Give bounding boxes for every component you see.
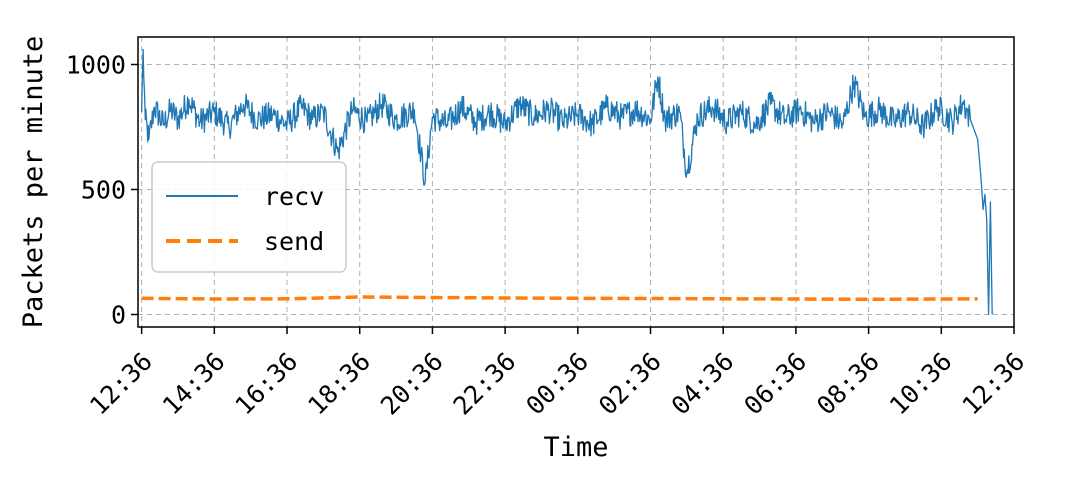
x-tick-label: 02:36 [593,347,667,421]
y-tick-label: 500 [81,176,126,205]
legend-send-label: send [264,227,324,256]
x-tick-label: 18:36 [302,347,376,421]
x-tick-label: 00:36 [520,347,594,421]
series-line-send [141,295,978,302]
legend-recv-label: recv [264,182,324,211]
y-axis-title: Packets per minute [18,36,49,329]
x-tick-label: 12:36 [84,347,158,421]
x-tick-label: 10:36 [884,347,958,421]
x-tick-label: 04:36 [666,347,740,421]
series-group [140,48,993,316]
x-tick-label: 08:36 [811,347,885,421]
y-axis: 0 500 1000 [66,51,138,330]
y-tick-label: 0 [111,301,126,330]
legend: recv send [151,161,347,273]
x-tick-label: 22:36 [448,347,522,421]
legend-box [151,161,347,273]
x-tick-label: 12:36 [957,347,1031,421]
x-tick-label: 06:36 [738,347,812,421]
x-tick-label: 16:36 [230,347,304,421]
plot-frame [137,36,1015,328]
x-axis: 12:3614:3616:3618:3620:3622:3600:3602:36… [84,327,1030,420]
series-line-recv [140,48,993,316]
y-tick-label: 1000 [66,51,126,80]
x-axis-title: Time [543,432,608,463]
x-tick-label: 20:36 [375,347,449,421]
x-tick-label: 14:36 [157,347,231,421]
